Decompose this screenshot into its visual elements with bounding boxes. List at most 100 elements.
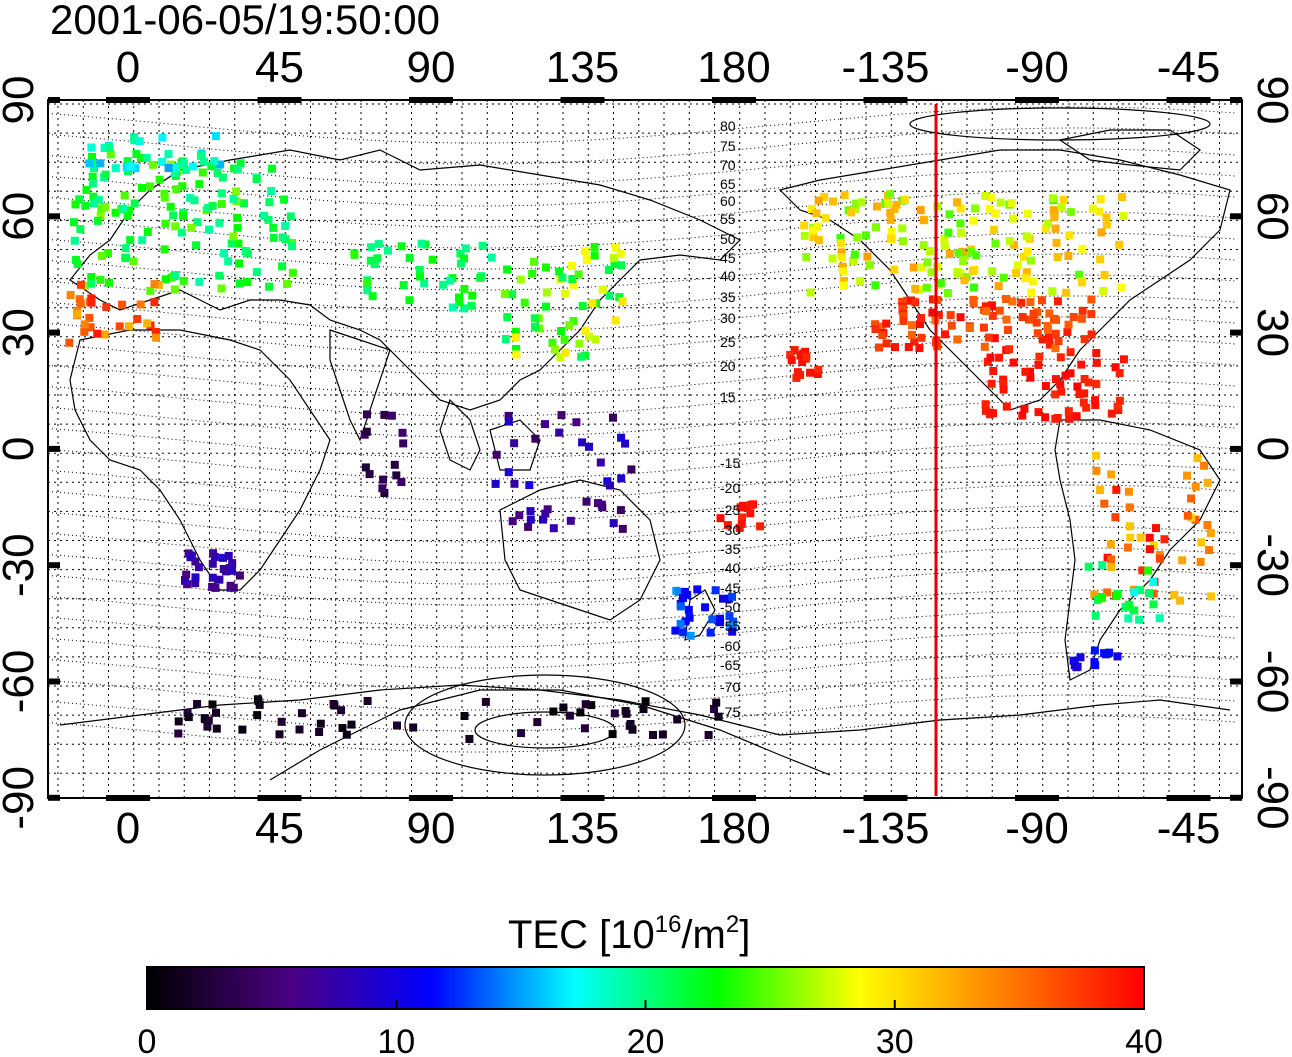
tec-sample <box>628 725 637 734</box>
tec-sample <box>420 279 429 288</box>
tec-sample <box>581 326 590 335</box>
tec-sample <box>838 262 847 271</box>
tec-sample <box>849 256 857 265</box>
tec-sample <box>585 332 593 341</box>
tec-sample <box>82 185 91 194</box>
tec-sample <box>693 585 702 594</box>
tec-sample <box>1048 194 1057 203</box>
tec-sample <box>481 697 490 706</box>
tec-sample <box>983 357 992 366</box>
tec-sample <box>228 566 236 575</box>
tec-sample <box>621 439 630 448</box>
tec-sample <box>673 715 682 724</box>
tec-sample <box>455 293 463 302</box>
tec-sample <box>898 297 907 306</box>
tec-sample <box>174 729 183 738</box>
tec-sample <box>253 711 262 720</box>
tec-sample <box>577 352 586 361</box>
contour-label: 40 <box>720 268 736 284</box>
tec-sample <box>560 335 569 344</box>
tec-sample <box>220 249 228 257</box>
tec-sample <box>542 288 551 297</box>
coastline-australia <box>499 479 661 621</box>
tec-sample <box>87 279 96 288</box>
tec-sample <box>1045 309 1054 318</box>
tec-sample <box>1021 367 1030 376</box>
tec-sample <box>987 193 996 202</box>
tec-sample <box>723 521 732 530</box>
tec-sample <box>207 162 216 171</box>
contour-line <box>47 631 1237 669</box>
tec-sample <box>1092 380 1101 389</box>
tec-sample <box>88 172 97 181</box>
tec-sample <box>367 243 376 252</box>
tec-sample <box>398 428 407 437</box>
tec-sample <box>491 479 500 488</box>
tec-sample <box>96 212 105 221</box>
tec-sample <box>679 628 688 637</box>
tec-sample <box>216 160 225 169</box>
contour-line <box>47 274 1237 312</box>
tec-sample <box>119 204 128 213</box>
contour-line <box>47 148 1237 186</box>
tec-sample <box>187 552 196 561</box>
tec-sample <box>617 433 626 442</box>
coastline-india <box>329 329 391 442</box>
tec-sample <box>971 204 980 213</box>
tec-sample <box>102 303 111 311</box>
contour-line <box>47 337 1237 375</box>
tec-sample <box>953 198 962 207</box>
tec-sample <box>548 338 557 347</box>
tec-sample <box>275 730 284 739</box>
tec-sample <box>397 478 406 486</box>
tec-sample <box>1064 407 1073 416</box>
tec-sample <box>1005 237 1014 245</box>
tec-sample <box>337 706 346 715</box>
tec-sample <box>957 228 966 237</box>
tec-sample <box>1019 252 1028 261</box>
tec-sample <box>81 201 90 210</box>
tec-sample <box>852 199 861 208</box>
tec-sample <box>1124 487 1133 496</box>
tec-sample <box>1004 326 1012 334</box>
tec-sample <box>252 268 261 277</box>
tec-sample <box>215 575 224 584</box>
tec-sample <box>236 159 245 168</box>
tec-sample <box>105 143 114 152</box>
tec-sample <box>90 164 99 173</box>
lat-tick-label: -60 <box>1248 650 1292 714</box>
tec-sample <box>837 253 846 262</box>
tec-sample <box>191 573 200 582</box>
latitude-axis-right: 90 60 30 0 -30 -60 -90 <box>1230 76 1292 830</box>
tec-sample <box>916 206 925 215</box>
tec-sample <box>455 298 464 307</box>
tec-sample <box>456 259 465 268</box>
tec-sample <box>609 413 617 422</box>
tec-sample <box>836 239 845 247</box>
tec-sample <box>1023 247 1032 256</box>
tec-sample <box>160 193 169 202</box>
tec-sample <box>1002 402 1011 411</box>
tec-sample <box>204 716 213 725</box>
contour-label: 25 <box>720 334 736 350</box>
tec-sample <box>368 292 377 301</box>
tec-sample <box>1045 340 1054 349</box>
tec-sample <box>171 164 180 172</box>
contour-label: 55 <box>720 211 736 227</box>
tec-sample <box>559 703 568 712</box>
tec-sample <box>1136 533 1145 542</box>
tec-sample <box>1069 313 1078 321</box>
colorbar-label-main: TEC [10 <box>508 913 655 957</box>
tec-sample <box>853 233 862 242</box>
tec-sample <box>856 277 865 285</box>
tec-sample <box>1064 320 1073 329</box>
tec-sample <box>712 698 721 707</box>
tec-sample <box>549 707 558 716</box>
tec-sample <box>800 221 809 230</box>
tec-sample <box>639 705 648 714</box>
contour-label: -45 <box>720 580 740 596</box>
contour-south-oval <box>474 711 616 749</box>
tec-sample <box>342 730 351 739</box>
tec-sample <box>615 293 624 302</box>
tec-sample <box>535 324 544 333</box>
